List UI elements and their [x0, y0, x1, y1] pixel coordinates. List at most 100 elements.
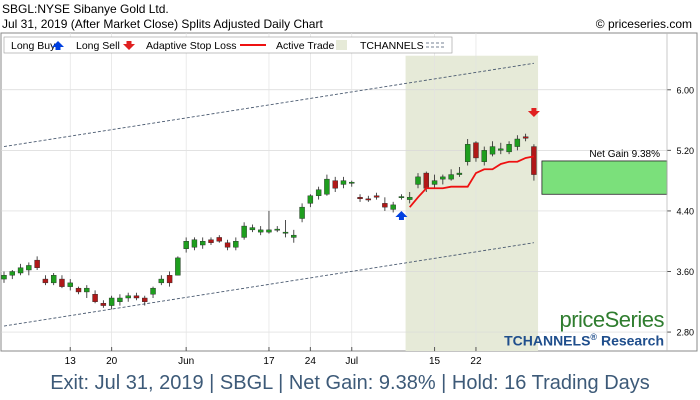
channel-upper-line	[3, 62, 534, 148]
candle-up	[340, 180, 347, 185]
candle-up	[84, 287, 90, 293]
candle-down	[59, 278, 65, 287]
legend-active-trade-swatch	[336, 40, 347, 50]
chart-subtitle: Jul 31, 2019 (After Market Close) Splits…	[2, 17, 323, 31]
down-arrow-icon	[123, 41, 135, 50]
trade-summary-footer: Exit: Jul 31, 2019 | SBGL | Net Gain: 9.…	[50, 372, 650, 394]
candle-up	[407, 197, 413, 200]
net-gain-label: Net Gain 9.38%	[589, 149, 660, 160]
candle-up	[183, 241, 189, 249]
candle-down	[75, 287, 82, 293]
legend-long-sell-label: Long Sell	[76, 40, 120, 52]
candle-up	[282, 231, 289, 234]
candle-up	[307, 195, 314, 204]
y-tick-label: 2.80	[676, 328, 694, 338]
legend-tchannels-label: TCHANNELS	[360, 40, 424, 52]
x-tick-label: 20	[106, 356, 118, 367]
candle-up	[390, 204, 396, 210]
legend-long-buy-label: Long Buy	[11, 40, 56, 52]
candle-up	[315, 189, 322, 196]
candle-down	[332, 180, 338, 189]
candle-down	[42, 278, 49, 284]
candle-up	[257, 229, 264, 233]
candle-up	[506, 144, 512, 153]
candle-down	[224, 242, 231, 248]
net-gain-box	[541, 160, 668, 195]
candle-down	[382, 203, 388, 208]
channel-lower-line	[3, 242, 534, 327]
active-trade-region	[405, 55, 539, 351]
legend-stop-loss-label: Adaptive Stop Loss	[146, 40, 236, 52]
candle-up	[191, 239, 198, 248]
x-tick-label: Jul	[345, 356, 358, 367]
candle-up	[274, 228, 280, 231]
x-tick-label: 13	[65, 356, 77, 367]
candle-up	[175, 257, 181, 276]
candle-down	[100, 303, 107, 306]
x-tick-label: Jun	[178, 356, 194, 367]
candle-up	[158, 278, 165, 284]
registered-mark: ®	[590, 332, 598, 342]
candle-down	[208, 239, 214, 243]
candle-down	[92, 294, 98, 302]
candle-down	[423, 172, 429, 189]
x-tick-label: 15	[429, 356, 441, 367]
adaptive-stop-loss-line	[409, 155, 535, 208]
tchannels-research-brand: TCHANNELS® Research	[504, 332, 664, 349]
up-arrow-icon	[52, 41, 64, 50]
candle-up	[440, 176, 446, 180]
y-tick-label: 4.40	[676, 206, 694, 216]
x-tick-label: 22	[470, 356, 482, 367]
candle-down	[473, 142, 479, 159]
candle-up	[324, 178, 330, 195]
research-suffix: Research	[597, 332, 664, 349]
long-sell-arrow-icon	[527, 107, 540, 117]
candle-up	[514, 138, 521, 147]
candle-down	[133, 295, 140, 299]
priceseries-logo: priceSeries	[559, 307, 664, 332]
candle-up	[117, 297, 123, 302]
candle-up	[299, 206, 305, 219]
long-buy-arrow-icon	[395, 210, 408, 220]
candle-up	[349, 181, 355, 184]
candle-up	[448, 174, 454, 180]
candle-up	[241, 225, 247, 238]
legend-active-trade-label: Active Trade	[276, 40, 335, 52]
candle-up	[415, 176, 421, 185]
candle-up	[489, 146, 496, 155]
candle-up	[125, 295, 131, 299]
y-tick-label: 6.00	[676, 85, 694, 95]
candle-up	[266, 229, 272, 233]
candle-up	[150, 287, 156, 295]
candle-down	[34, 259, 40, 268]
y-tick-label: 5.20	[676, 146, 694, 156]
candle-up	[200, 241, 206, 246]
legend: Long Buy Long Sell Adaptive Stop Loss Ac…	[3, 36, 453, 54]
candle-up	[431, 180, 438, 185]
candle-down	[365, 198, 372, 201]
research-name: TCHANNELS	[504, 332, 591, 349]
candle-up	[50, 275, 57, 284]
candle-down	[357, 197, 363, 200]
x-tick-label: 17	[263, 356, 275, 367]
candle-up	[26, 265, 32, 271]
candle-down	[531, 146, 537, 175]
candle-down	[166, 275, 173, 284]
candle-up	[9, 271, 15, 276]
candle-up	[17, 267, 24, 274]
candle-up	[498, 148, 504, 151]
candle-down	[216, 237, 222, 242]
chart-title: SBGL:NYSE Sibanye Gold Ltd.	[2, 2, 169, 16]
candle-up	[456, 172, 463, 175]
candle-up	[1, 275, 7, 280]
candle-up	[249, 227, 256, 231]
candle-up	[233, 241, 239, 248]
candle-down	[142, 297, 148, 302]
y-tick-label: 3.60	[676, 267, 694, 277]
candle-up	[67, 282, 73, 287]
candle-down	[522, 136, 529, 139]
candle-up	[108, 297, 115, 306]
x-tick-label: 24	[305, 356, 317, 367]
candle-up	[291, 234, 297, 238]
